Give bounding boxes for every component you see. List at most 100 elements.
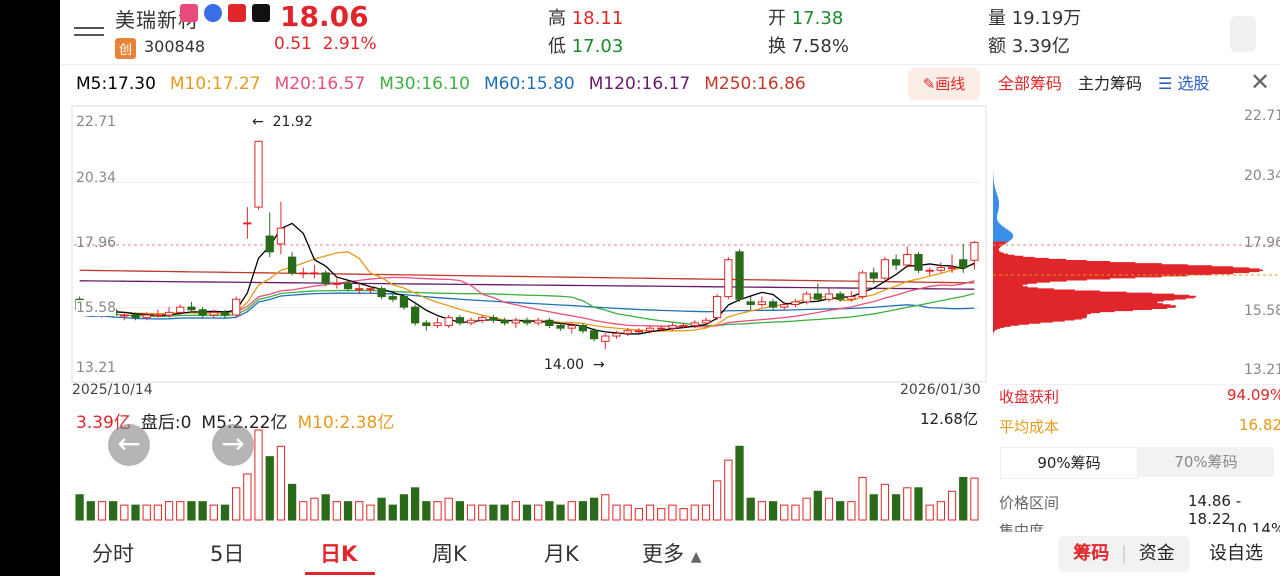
candle-body (936, 267, 945, 271)
chip-axis-4: 15.58 (1244, 303, 1280, 319)
chips-button[interactable]: 筹码 (1073, 543, 1110, 564)
change-value: 0.51 (274, 34, 312, 54)
volume-bar (198, 501, 207, 521)
volume-bar (500, 504, 509, 521)
kline-chart[interactable] (60, 100, 990, 400)
tab-all-chips[interactable]: 全部筹码 (998, 74, 1063, 93)
candle-body (164, 311, 174, 316)
amount-item: 额 3.39亿 (988, 32, 1070, 58)
candle-body (847, 296, 856, 300)
avg-cost-label: 平均成本 (999, 418, 1060, 436)
volume-bar (109, 501, 118, 521)
ma120-line (79, 280, 975, 290)
volume-bar (802, 497, 811, 521)
profit-label: 收盘获利 (999, 388, 1060, 406)
candle-body (858, 272, 867, 298)
volume-bar (511, 501, 520, 521)
draw-line-button[interactable]: ✎画线 (908, 68, 980, 100)
volume-bar (959, 476, 968, 521)
candle-body (601, 335, 610, 342)
candle-body (746, 301, 755, 305)
low-value: 17.03 (571, 36, 624, 57)
left-black-bar (0, 0, 60, 576)
tab-intraday[interactable]: 分时 (92, 542, 134, 566)
tag-icon-3 (228, 4, 246, 22)
candle-body (243, 222, 252, 225)
tab-monthly-k[interactable]: 月K (544, 542, 579, 566)
candle-body (534, 319, 543, 324)
candle-body (455, 317, 465, 324)
add-watchlist-button[interactable]: 设自选 (1196, 536, 1276, 572)
volume-bar (164, 501, 174, 521)
price-change: 0.51 2.91% (274, 34, 377, 54)
close-icon[interactable]: ✕ (1250, 68, 1271, 96)
candle-body (735, 251, 744, 300)
candle-body (399, 296, 409, 308)
tab-weekly-k[interactable]: 周K (432, 542, 467, 566)
candle-body (556, 325, 565, 329)
tab-70-chips[interactable]: 70%筹码 (1174, 453, 1238, 471)
chevron-up-icon: ▲ (690, 549, 702, 565)
tab-5day[interactable]: 5日 (210, 542, 245, 566)
volume-bar (86, 501, 95, 521)
volume-value: 19.19万 (1011, 8, 1082, 29)
tab-select-stock[interactable]: ☰ 选股 (1158, 74, 1210, 93)
volume-bar (869, 494, 878, 521)
next-arrow-button[interactable]: → (212, 424, 254, 466)
volume-bar (254, 429, 263, 521)
candle-body (947, 267, 957, 270)
tab-main-chips[interactable]: 主力筹码 (1078, 74, 1143, 93)
candle-body (802, 293, 811, 303)
volume-bar (601, 494, 610, 521)
amount-value: 3.39亿 (1011, 36, 1070, 57)
candle-body (713, 296, 722, 319)
candle-body (880, 259, 890, 279)
volume-bar (589, 497, 599, 521)
ma60-line (79, 292, 975, 320)
candle-body (813, 293, 822, 300)
tab-90-chips[interactable]: 90%筹码 (1000, 447, 1138, 479)
volume-bar (612, 504, 621, 521)
low-item: 低 17.03 (548, 32, 623, 58)
volume-bar (545, 501, 554, 521)
prev-arrow-button[interactable]: ← (108, 424, 150, 466)
volume-bar (813, 490, 822, 521)
candle-body (377, 288, 386, 298)
menu-icon[interactable] (74, 22, 104, 42)
volume-bar (914, 487, 923, 521)
ma120-label: M120:16.17 (588, 74, 691, 94)
volume-bar (142, 504, 151, 521)
funds-button[interactable]: 资金 (1138, 543, 1175, 564)
candle-body (612, 332, 621, 337)
candle-body (120, 314, 129, 317)
volume-bar (701, 504, 711, 521)
volume-bar (355, 501, 364, 521)
volume-bar (522, 504, 532, 521)
candle-body (478, 317, 487, 321)
tag-icon-2 (204, 4, 222, 22)
candle-body (321, 272, 330, 284)
volume-bar (388, 504, 397, 521)
chart-frame (71, 105, 987, 383)
ma30-label: M30:16.10 (379, 74, 470, 94)
volume-bar (321, 494, 330, 521)
volume-bar (645, 504, 655, 521)
candle-body (824, 293, 834, 300)
high-label: 高 (548, 8, 566, 29)
volume-bar (287, 483, 297, 521)
candle-body (198, 309, 207, 316)
volume-bar (310, 497, 319, 521)
phone-icon[interactable] (1230, 16, 1256, 52)
candle-body (254, 140, 263, 208)
candle-body (623, 330, 632, 334)
candle-body (791, 301, 800, 305)
tab-daily-k[interactable]: 日K (320, 542, 358, 566)
avg-cost-value: 16.82 (1239, 416, 1280, 434)
price-axis-4: 15.58 (76, 300, 117, 316)
min-annotation-value: 14.00 (544, 357, 585, 373)
conc-label: 集中度 (999, 522, 1045, 532)
candle-body (645, 327, 655, 332)
max-annotation: ← 21.92 (252, 114, 313, 130)
tiktok-icon (252, 4, 270, 22)
tab-more[interactable]: 更多 ▲ (642, 538, 701, 568)
